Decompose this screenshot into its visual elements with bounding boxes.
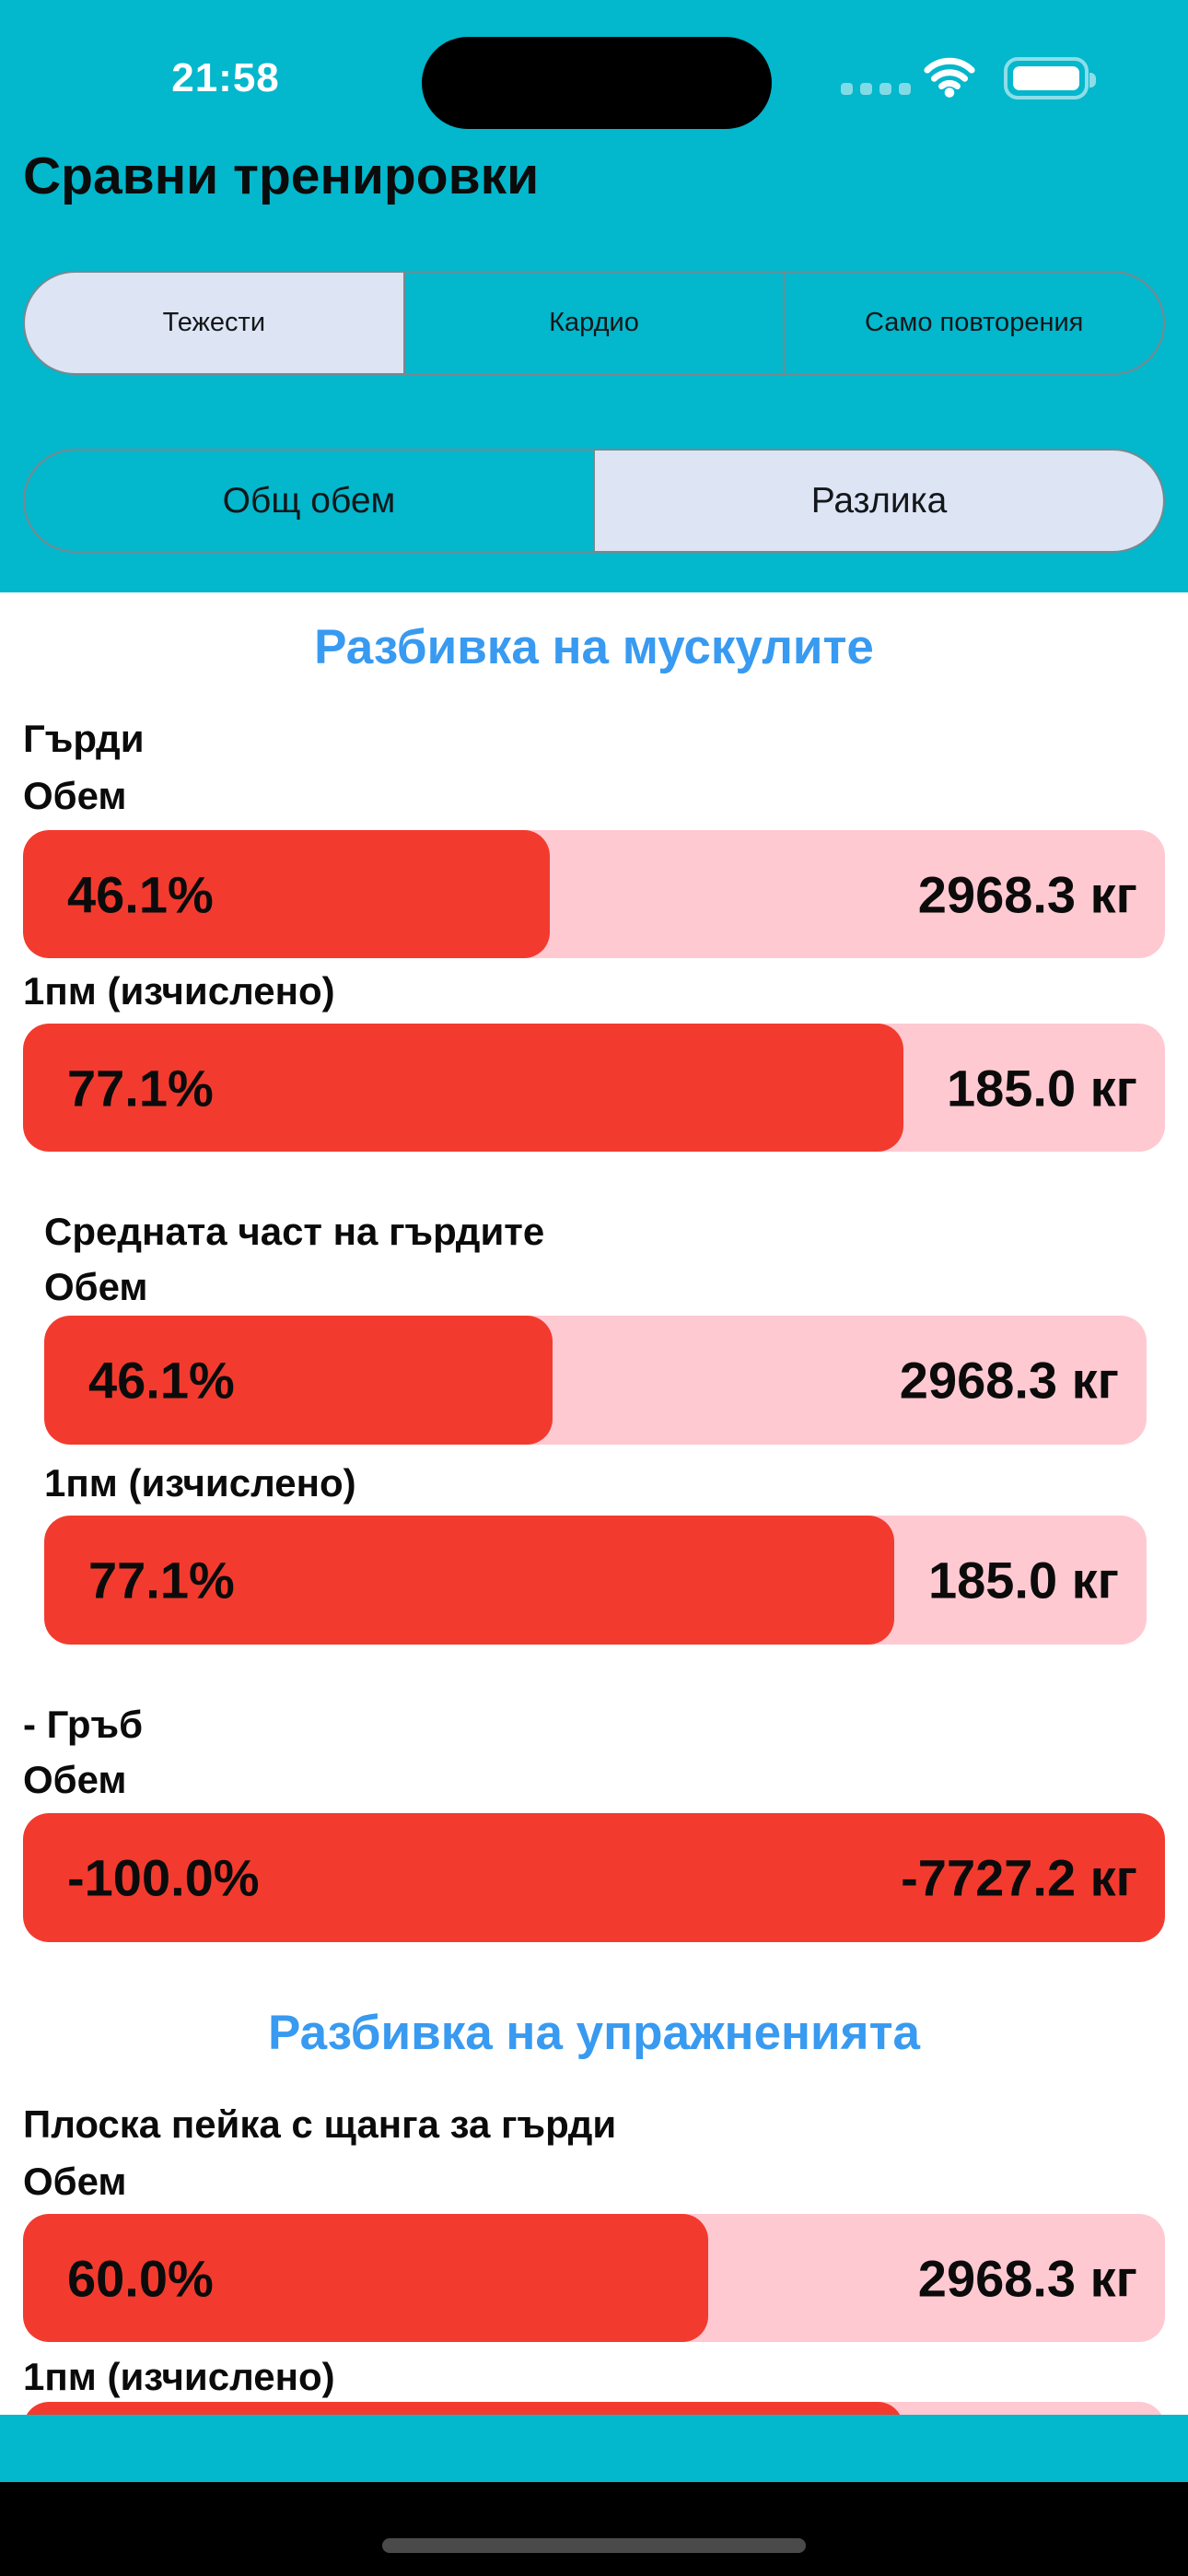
muscle-group-title: Средната част на гърдите [44, 1210, 545, 1253]
dynamic-island [422, 37, 772, 129]
comparison-mode-segmented-control[interactable]: Общ обем Разлика [23, 449, 1165, 553]
bar-value: 185.0 кг [946, 1059, 1137, 1117]
bar-value: 2968.3 кг [899, 1351, 1119, 1410]
segment-weights[interactable]: Тежести [25, 273, 403, 373]
bar-fill [44, 1516, 894, 1645]
segment-cardio[interactable]: Кардио [402, 273, 784, 373]
metric-label: 1пм (изчислено) [44, 1461, 356, 1505]
bar-fill [23, 1024, 904, 1152]
bar-fill [23, 1813, 1165, 1942]
bar-percent: 60.0% [67, 2249, 214, 2307]
progress-bar: 46.1% 2968.3 кг [44, 1316, 1147, 1445]
bar-value: 185.0 кг [927, 1551, 1119, 1610]
metric-label: Обем [23, 1758, 127, 1801]
segment-total-volume[interactable]: Общ обем [222, 480, 396, 521]
muscle-group-title: Гърди [23, 717, 145, 760]
metric-label: Обем [23, 774, 127, 817]
segment-reps-only[interactable]: Само повторения [783, 273, 1163, 373]
bar-fill [44, 1316, 553, 1445]
metric-label: 1пм (изчислено) [23, 969, 335, 1013]
bar-percent: 77.1% [67, 1059, 214, 1117]
wifi-icon [924, 57, 975, 98]
muscle-group-title: - Гръб [23, 1703, 144, 1746]
progress-bar: 46.1% 2968.3 кг [23, 830, 1165, 958]
metric-label: Обем [44, 1265, 148, 1308]
muscles-heading: Разбивка на мускулите [314, 620, 874, 674]
exercise-title: Плоска пейка с щанга за гърди [23, 2102, 617, 2146]
metric-label: Обем [23, 2160, 127, 2203]
bottom-safe-area [0, 2482, 1188, 2576]
home-indicator[interactable] [382, 2538, 806, 2553]
exercises-heading: Разбивка на упражненията [268, 2006, 920, 2060]
page-title: Сравни тренировки [23, 146, 540, 205]
bar-percent: 77.1% [88, 1551, 235, 1610]
bar-percent: 46.1% [67, 865, 214, 923]
metric-label: 1пм (изчислено) [23, 2355, 335, 2398]
progress-bar: -100.0% -7727.2 кг [23, 1813, 1165, 1942]
bar-value: 2968.3 кг [917, 2249, 1137, 2307]
battery-icon [1004, 57, 1096, 100]
bar-fill [23, 830, 550, 958]
bottom-app-background [0, 2415, 1188, 2482]
bar-value: 2968.3 кг [917, 865, 1137, 923]
segment-difference[interactable]: Разлика [593, 451, 1163, 551]
bar-value: -7727.2 кг [901, 1848, 1137, 1907]
cellular-dots-icon [841, 83, 911, 95]
bar-percent: -100.0% [67, 1848, 260, 1907]
progress-bar: 77.1% 185.0 кг [44, 1516, 1147, 1645]
workout-type-segmented-control[interactable]: Тежести Кардио Само повторения [23, 271, 1165, 375]
bar-fill [23, 2214, 708, 2342]
progress-bar: 60.0% 2968.3 кг [23, 2214, 1165, 2342]
progress-bar: 77.1% 185.0 кг [23, 1024, 1165, 1152]
header: 21:58 Сравни тренировки Тежести Кардио С… [0, 0, 1188, 592]
bar-percent: 46.1% [88, 1351, 235, 1410]
status-time: 21:58 [171, 55, 280, 100]
